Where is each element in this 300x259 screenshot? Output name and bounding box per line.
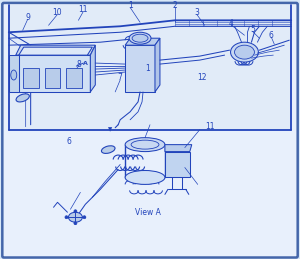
Ellipse shape (101, 146, 115, 153)
Text: 4: 4 (229, 19, 234, 28)
Text: 11: 11 (79, 5, 88, 14)
Polygon shape (90, 45, 95, 92)
Text: 5: 5 (250, 25, 255, 34)
FancyBboxPatch shape (45, 68, 61, 88)
Polygon shape (9, 5, 291, 130)
Text: ▼: ▼ (108, 127, 112, 132)
Text: A: A (83, 61, 88, 66)
Polygon shape (19, 47, 92, 55)
Text: 2: 2 (172, 1, 177, 10)
Ellipse shape (235, 45, 254, 59)
Text: 11: 11 (205, 122, 214, 131)
Polygon shape (16, 45, 95, 55)
Text: 7: 7 (118, 74, 123, 83)
Text: 12: 12 (197, 73, 206, 82)
FancyBboxPatch shape (67, 68, 82, 88)
Ellipse shape (74, 222, 77, 225)
FancyBboxPatch shape (2, 3, 298, 257)
Text: 9: 9 (25, 13, 30, 22)
Polygon shape (165, 145, 192, 152)
FancyBboxPatch shape (23, 68, 39, 88)
Ellipse shape (231, 42, 258, 62)
Text: 6: 6 (66, 137, 71, 146)
Ellipse shape (11, 70, 17, 80)
Ellipse shape (74, 210, 77, 213)
Polygon shape (16, 55, 90, 92)
Text: 3: 3 (194, 8, 199, 17)
Text: 1: 1 (146, 63, 150, 73)
Text: 10: 10 (53, 8, 62, 17)
Polygon shape (155, 38, 160, 92)
Ellipse shape (132, 34, 148, 42)
Ellipse shape (125, 170, 165, 184)
Ellipse shape (83, 216, 86, 219)
Text: 6: 6 (269, 31, 274, 40)
Text: 8: 8 (76, 60, 81, 69)
Ellipse shape (16, 94, 29, 102)
Ellipse shape (125, 138, 165, 152)
Polygon shape (9, 55, 19, 92)
Polygon shape (125, 45, 155, 92)
Ellipse shape (65, 216, 68, 219)
Polygon shape (125, 38, 160, 45)
Polygon shape (165, 152, 190, 177)
Text: View A: View A (135, 208, 161, 217)
Text: 1: 1 (128, 1, 133, 10)
Ellipse shape (68, 212, 83, 222)
Ellipse shape (129, 32, 151, 44)
